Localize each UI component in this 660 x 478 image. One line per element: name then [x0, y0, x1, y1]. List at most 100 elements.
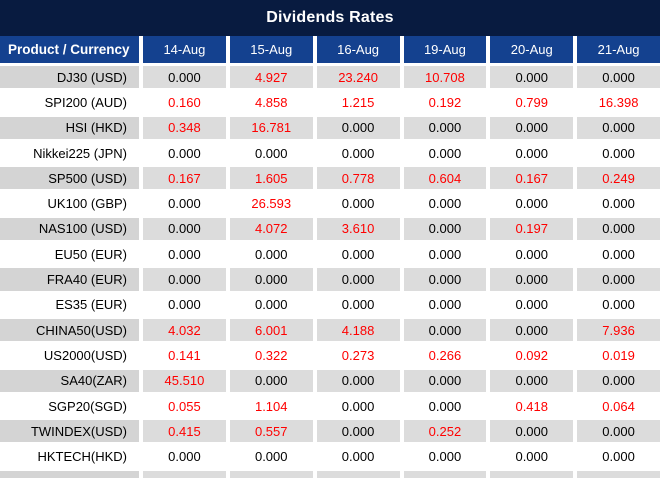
value-cell: 0.000	[403, 192, 487, 215]
product-currency-header: Product / Currency	[0, 36, 139, 63]
value-cell: 1.605	[229, 167, 313, 190]
value-cell: 0.348	[143, 116, 226, 139]
value-cell: 16.398	[577, 91, 660, 114]
value-cell: 0.273	[316, 344, 400, 367]
value-cell: 0.000	[403, 141, 487, 165]
product-cell: SP500 (USD)	[0, 167, 139, 190]
value-cell: 0.000	[143, 293, 226, 316]
value-cell: 6.001	[229, 318, 313, 342]
table-title-bar: Dividends Rates	[0, 0, 660, 36]
value-cell: 0.000	[403, 268, 487, 291]
value-cell: 0.000	[490, 141, 574, 165]
value-cell: 0.000	[403, 116, 487, 139]
value-cell: 0.000	[229, 141, 313, 165]
value-cell: 0.249	[577, 167, 660, 190]
value-cell: 0.000	[577, 116, 660, 139]
partial-row-sliver	[143, 470, 226, 478]
value-cell: 0.000	[143, 192, 226, 215]
product-cell: TWINDEX(USD)	[0, 420, 139, 443]
value-cell: 0.000	[403, 394, 487, 418]
value-cell: 4.927	[229, 66, 313, 89]
value-cell: 26.593	[229, 192, 313, 215]
value-cell: 0.000	[490, 243, 574, 266]
value-cell: 0.000	[490, 318, 574, 342]
value-cell: 0.000	[403, 318, 487, 342]
value-cell: 0.167	[143, 167, 226, 190]
value-cell: 0.000	[229, 445, 313, 468]
value-cell: 0.000	[143, 243, 226, 266]
value-cell: 0.064	[577, 394, 660, 418]
value-cell: 0.000	[316, 243, 400, 266]
value-cell: 0.000	[229, 293, 313, 316]
value-cell: 0.000	[316, 394, 400, 418]
value-cell: 0.799	[490, 91, 574, 114]
value-cell: 0.000	[229, 243, 313, 266]
partial-row-sliver	[577, 470, 660, 478]
value-cell: 0.055	[143, 394, 226, 418]
value-cell: 0.000	[316, 293, 400, 316]
date-header: 20-Aug	[490, 36, 574, 63]
value-cell: 0.000	[316, 445, 400, 468]
partial-row-sliver	[490, 470, 574, 478]
value-cell: 0.000	[143, 217, 226, 241]
product-cell: HKTECH(HKD)	[0, 445, 139, 468]
product-cell: HSI (HKD)	[0, 116, 139, 139]
value-cell: 0.019	[577, 344, 660, 367]
product-cell: CHINA50(USD)	[0, 318, 139, 342]
value-cell: 0.000	[316, 420, 400, 443]
date-header: 16-Aug	[316, 36, 400, 63]
value-cell: 0.000	[316, 141, 400, 165]
value-cell: 0.000	[577, 293, 660, 316]
product-cell: SGP20(SGD)	[0, 394, 139, 418]
value-cell: 0.000	[577, 268, 660, 291]
value-cell: 0.000	[490, 66, 574, 89]
value-cell: 0.000	[403, 217, 487, 241]
value-cell: 0.000	[577, 369, 660, 392]
value-cell: 4.858	[229, 91, 313, 114]
value-cell: 0.000	[143, 66, 226, 89]
date-header: 15-Aug	[229, 36, 313, 63]
value-cell: 0.000	[143, 268, 226, 291]
value-cell: 0.778	[316, 167, 400, 190]
value-cell: 0.418	[490, 394, 574, 418]
value-cell: 0.000	[316, 369, 400, 392]
value-cell: 0.000	[316, 268, 400, 291]
value-cell: 0.000	[403, 445, 487, 468]
value-cell: 0.192	[403, 91, 487, 114]
value-cell: 0.167	[490, 167, 574, 190]
value-cell: 0.000	[403, 369, 487, 392]
value-cell: 0.000	[316, 192, 400, 215]
value-cell: 0.160	[143, 91, 226, 114]
value-cell: 0.000	[229, 369, 313, 392]
value-cell: 0.415	[143, 420, 226, 443]
value-cell: 1.215	[316, 91, 400, 114]
product-cell: Nikkei225 (JPN)	[0, 141, 139, 165]
value-cell: 0.000	[577, 445, 660, 468]
value-cell: 0.252	[403, 420, 487, 443]
value-cell: 23.240	[316, 66, 400, 89]
product-cell: ES35 (EUR)	[0, 293, 139, 316]
product-cell: SPI200 (AUD)	[0, 91, 139, 114]
date-header: 14-Aug	[143, 36, 226, 63]
value-cell: 0.000	[577, 420, 660, 443]
date-header: 21-Aug	[577, 36, 660, 63]
value-cell: 0.000	[490, 369, 574, 392]
value-cell: 0.000	[490, 293, 574, 316]
partial-row-sliver	[229, 470, 313, 478]
value-cell: 0.000	[577, 243, 660, 266]
value-cell: 0.141	[143, 344, 226, 367]
product-cell: EU50 (EUR)	[0, 243, 139, 266]
partial-row-sliver	[316, 470, 400, 478]
value-cell: 0.000	[316, 116, 400, 139]
value-cell: 45.510	[143, 369, 226, 392]
value-cell: 0.000	[490, 268, 574, 291]
value-cell: 3.610	[316, 217, 400, 241]
value-cell: 0.197	[490, 217, 574, 241]
value-cell: 10.708	[403, 66, 487, 89]
value-cell: 0.000	[577, 66, 660, 89]
value-cell: 16.781	[229, 116, 313, 139]
product-cell: US2000(USD)	[0, 344, 139, 367]
value-cell: 4.072	[229, 217, 313, 241]
value-cell: 0.000	[403, 243, 487, 266]
